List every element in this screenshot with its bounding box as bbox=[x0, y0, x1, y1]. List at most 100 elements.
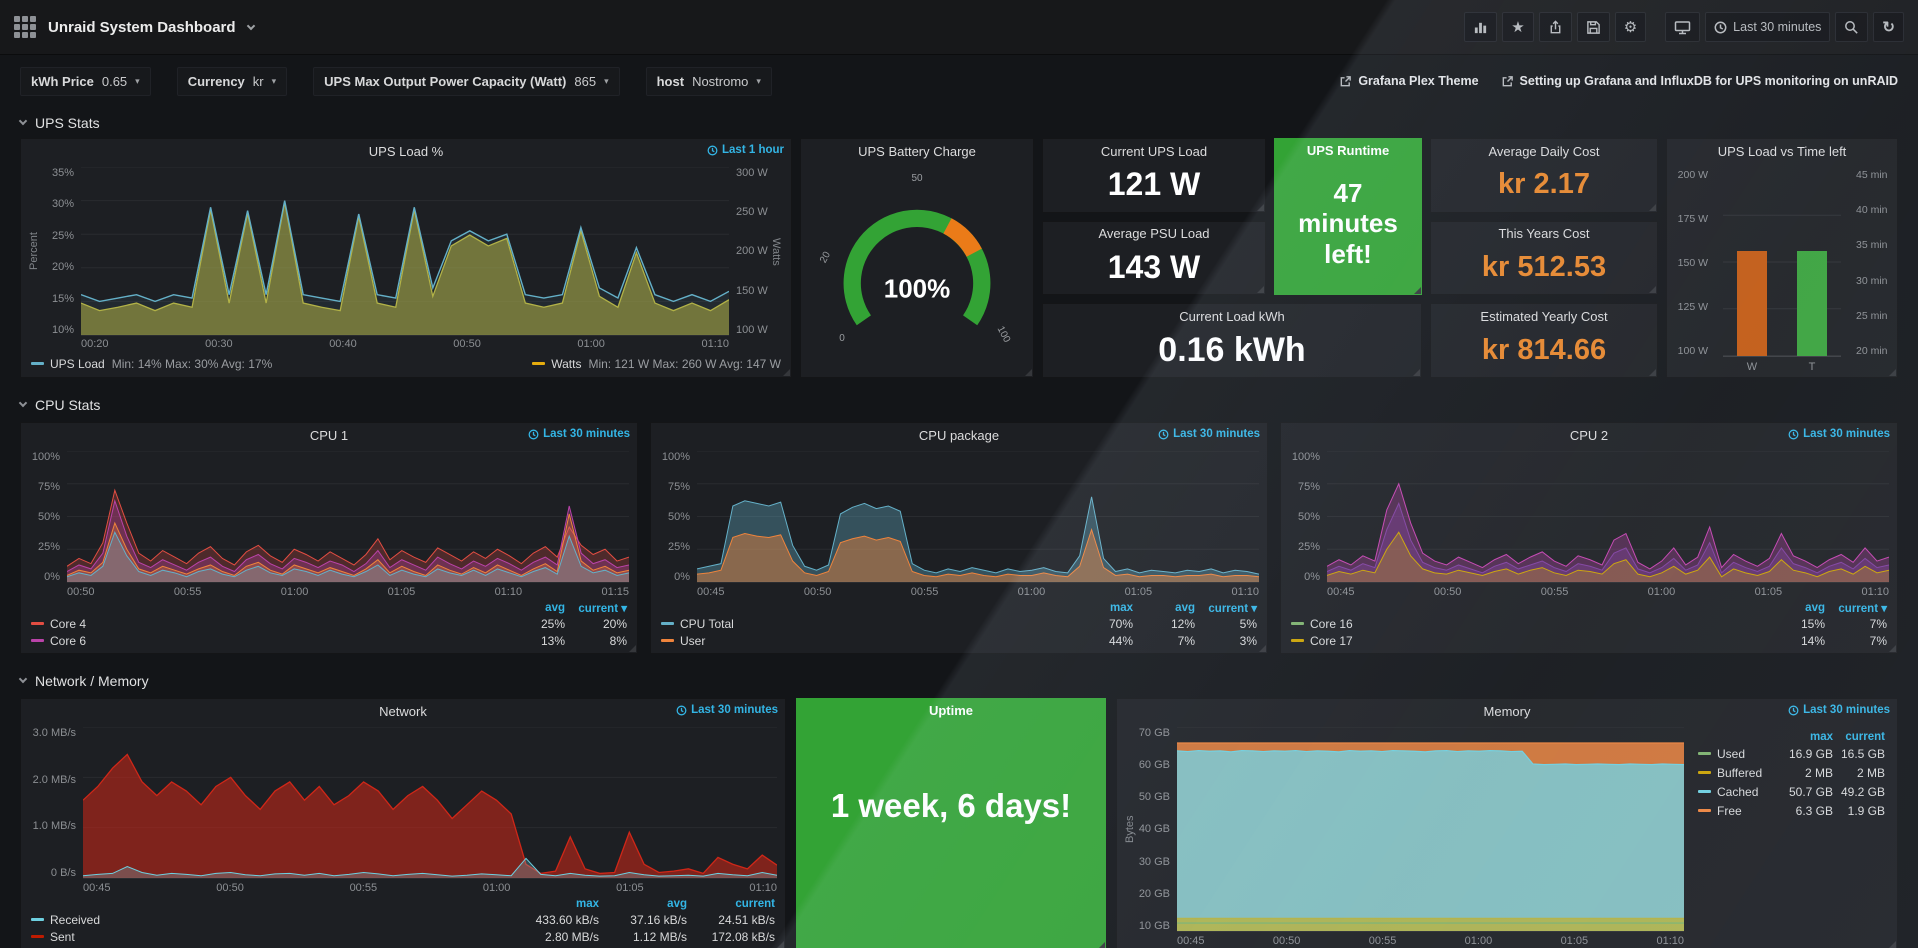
chart-plot[interactable] bbox=[83, 727, 777, 879]
clock-icon bbox=[1788, 429, 1799, 439]
refresh-button[interactable]: ↻ bbox=[1873, 12, 1904, 42]
chart-plot[interactable] bbox=[1177, 727, 1684, 932]
legend-row[interactable]: Free 6.3 GB 1.9 GB bbox=[1698, 801, 1885, 820]
panel-title[interactable]: Uptime bbox=[928, 702, 974, 718]
panel-uptime: Uptime 1 week, 6 days! bbox=[796, 698, 1106, 948]
settings-button[interactable]: ⚙ bbox=[1614, 12, 1647, 42]
section-title: CPU Stats bbox=[35, 397, 101, 413]
legend-values: 44% 7% 3% bbox=[1071, 634, 1257, 648]
dashboard-link[interactable]: Setting up Grafana and InfluxDB for UPS … bbox=[1501, 74, 1898, 88]
panel-title[interactable]: Average PSU Load bbox=[1098, 226, 1210, 242]
legend-name: Core 4 bbox=[50, 616, 87, 631]
panel-title[interactable]: Network bbox=[379, 703, 427, 719]
panel-tools-button[interactable] bbox=[1464, 12, 1498, 42]
legend-row[interactable]: Core 4 25% 20% bbox=[31, 615, 627, 632]
legend-header[interactable]: avg bbox=[1805, 601, 1825, 614]
panel-title[interactable]: UPS Battery Charge bbox=[858, 143, 976, 159]
search-button[interactable] bbox=[1835, 12, 1869, 42]
time-badge[interactable]: Last 30 minutes bbox=[1788, 704, 1890, 716]
x-tick: 01:05 bbox=[1754, 585, 1783, 598]
legend-header[interactable]: max bbox=[1109, 601, 1133, 614]
panel-title[interactable]: Average Daily Cost bbox=[1488, 143, 1600, 159]
stat-value: kr 2.17 bbox=[1498, 168, 1590, 201]
legend-row[interactable]: Sent 2.80 MB/s 1.12 MB/s 172.08 kB/s bbox=[31, 928, 775, 945]
panel-cpu2: CPU 2 Last 30 minutes 100% 75% 50% 25% 0% 00… bbox=[1280, 422, 1898, 654]
y-axis-left: 200 W 175 W 150 W 125 W 100 W bbox=[1675, 169, 1715, 357]
legend-value: 15% bbox=[1800, 616, 1825, 631]
section-header-cpu[interactable]: CPU Stats bbox=[18, 390, 1898, 420]
legend-row[interactable]: Cached 50.7 GB 49.2 GB bbox=[1698, 782, 1885, 801]
monitor-icon bbox=[1674, 20, 1691, 34]
tv-mode-button[interactable] bbox=[1665, 12, 1701, 42]
legend-row[interactable]: Core 6 13% 8% bbox=[31, 632, 627, 649]
chart-plot[interactable] bbox=[1327, 451, 1889, 583]
time-range-button[interactable]: Last 30 minutes bbox=[1705, 12, 1831, 42]
variable-dropdown[interactable]: kWh Price 0.65 ▾ bbox=[20, 67, 151, 96]
chart-plot[interactable] bbox=[81, 167, 729, 336]
y-tick: 40 min bbox=[1856, 204, 1888, 217]
legend-header[interactable]: current ▾ bbox=[578, 602, 627, 615]
legend-item[interactable]: UPS Load Min: 14% Max: 30% Avg: 17% bbox=[31, 357, 272, 371]
legend-header[interactable]: current bbox=[735, 897, 775, 910]
legend-row[interactable]: Used 16.9 GB 16.5 GB bbox=[1698, 744, 1885, 763]
legend-values: 70% 12% 5% bbox=[1071, 617, 1257, 631]
legend-swatch bbox=[31, 918, 44, 921]
legend-header[interactable]: current ▾ bbox=[1838, 602, 1887, 615]
y-tick: 100% bbox=[1291, 451, 1320, 463]
legend-header[interactable]: avg bbox=[545, 601, 565, 614]
legend-row[interactable]: Buffered 2 MB 2 MB bbox=[1698, 763, 1885, 782]
bar[interactable] bbox=[1737, 251, 1767, 356]
panel-title[interactable]: This Years Cost bbox=[1498, 226, 1590, 242]
x-tick: 00:45 bbox=[1327, 585, 1355, 598]
panel-title[interactable]: CPU 1 bbox=[309, 427, 349, 443]
star-button[interactable]: ★ bbox=[1502, 12, 1534, 42]
bar[interactable] bbox=[1797, 251, 1827, 356]
panel-title[interactable]: UPS Load vs Time left bbox=[1717, 143, 1847, 159]
x-tick: 01:05 bbox=[387, 585, 416, 598]
legend-value: 2 MB bbox=[1804, 765, 1833, 780]
legend-row[interactable]: Received 433.60 kB/s 37.16 kB/s 24.51 kB/s bbox=[31, 911, 775, 928]
dashboard-title-button[interactable]: Unraid System Dashboard bbox=[14, 16, 255, 38]
variable-dropdown[interactable]: host Nostromo ▾ bbox=[645, 67, 772, 96]
legend-header[interactable]: max bbox=[575, 897, 599, 910]
legend-header[interactable]: avg bbox=[667, 897, 687, 910]
legend-header[interactable]: current ▾ bbox=[1208, 602, 1257, 615]
variable-dropdown[interactable]: Currency kr ▾ bbox=[176, 67, 288, 96]
legend-swatch bbox=[661, 622, 674, 625]
dashboard-link[interactable]: Grafana Plex Theme bbox=[1339, 74, 1479, 88]
gauge: 0 20 50 100 100% bbox=[809, 165, 1025, 371]
legend-row[interactable]: CPU Total 70% 12% 5% bbox=[661, 615, 1257, 632]
chart-plot[interactable] bbox=[67, 451, 629, 583]
panel-title[interactable]: Estimated Yearly Cost bbox=[1480, 308, 1608, 324]
legend-item[interactable]: Watts Min: 121 W Max: 260 W Avg: 147 W bbox=[532, 357, 781, 371]
panel-title[interactable]: UPS Load % bbox=[368, 143, 444, 159]
time-badge[interactable]: Last 1 hour bbox=[707, 144, 784, 156]
section-header-ups[interactable]: UPS Stats bbox=[18, 108, 1898, 138]
panel-title[interactable]: Memory bbox=[1483, 703, 1531, 719]
time-badge[interactable]: Last 30 minutes bbox=[1158, 428, 1260, 440]
legend-row[interactable]: Core 17 14% 7% bbox=[1291, 632, 1887, 649]
panel-title[interactable]: Current UPS Load bbox=[1100, 143, 1208, 159]
panel-title[interactable]: Current Load kWh bbox=[1179, 308, 1285, 324]
panel-title[interactable]: CPU package bbox=[918, 427, 1000, 443]
submenu: kWh Price 0.65 ▾ Currency kr ▾ UPS Max O… bbox=[0, 55, 1918, 100]
save-button[interactable] bbox=[1576, 12, 1610, 42]
legend-header[interactable]: current bbox=[1845, 730, 1885, 743]
x-tick: 01:10 bbox=[749, 881, 777, 894]
time-badge[interactable]: Last 30 minutes bbox=[528, 428, 630, 440]
legend-header[interactable]: max bbox=[1809, 730, 1833, 743]
external-link-icon bbox=[1502, 75, 1513, 86]
y-tick: 25% bbox=[1297, 541, 1320, 553]
legend-row[interactable]: Core 16 15% 7% bbox=[1291, 615, 1887, 632]
gear-icon: ⚙ bbox=[1623, 18, 1638, 36]
time-badge[interactable]: Last 30 minutes bbox=[1788, 428, 1890, 440]
chart-plot[interactable] bbox=[697, 451, 1259, 583]
time-badge[interactable]: Last 30 minutes bbox=[676, 704, 778, 716]
section-header-network-memory[interactable]: Network / Memory bbox=[18, 666, 1898, 696]
legend-row[interactable]: User 44% 7% 3% bbox=[661, 632, 1257, 649]
share-button[interactable] bbox=[1538, 12, 1572, 42]
panel-title[interactable]: CPU 2 bbox=[1569, 427, 1609, 443]
variable-dropdown[interactable]: UPS Max Output Power Capacity (Watt) 865… bbox=[313, 67, 620, 96]
legend-header[interactable]: avg bbox=[1175, 601, 1195, 614]
panel-title[interactable]: UPS Runtime bbox=[1306, 142, 1390, 158]
